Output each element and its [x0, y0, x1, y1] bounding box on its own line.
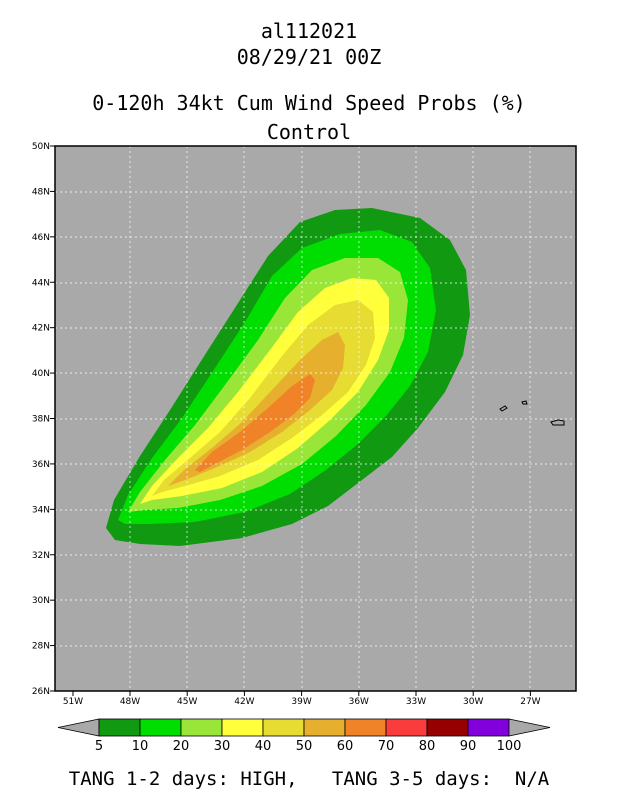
colorbar-swatch — [139, 718, 182, 737]
colorbar-swatch — [180, 718, 223, 737]
colorbar: 5 10 20 30 40 50 60 70 80 90 100 — [57, 718, 551, 754]
colorbar-tick-label: 20 — [173, 739, 190, 754]
colorbar-tick-label: 90 — [460, 739, 477, 754]
lon-label: 33W — [406, 697, 426, 707]
lat-label: 36N — [32, 460, 50, 470]
lon-label: 51W — [63, 697, 83, 707]
lat-label: 42N — [32, 324, 50, 334]
lon-label: 27W — [520, 697, 540, 707]
colorbar-tick-label: 70 — [378, 739, 395, 754]
colorbar-tick-label: 40 — [255, 739, 272, 754]
lat-label: 38N — [32, 415, 50, 425]
probability-contours — [106, 208, 470, 546]
colorbar-tick-label: 30 — [214, 739, 231, 754]
lat-label: 32N — [32, 551, 50, 561]
lat-labels: 50N 48N 46N 44N 42N 40N 38N 36N 34N 32N 30N 28N 26N — [32, 142, 55, 697]
colorbar-tick-label: 80 — [419, 739, 436, 754]
colorbar-tick-label: 5 — [95, 739, 103, 754]
lon-label: 30W — [463, 697, 483, 707]
lon-label: 48W — [120, 697, 140, 707]
contour-50 — [168, 332, 345, 486]
colorbar-swatch — [426, 718, 469, 737]
storm-id-title: al112021 — [260, 19, 358, 43]
colorbar-tick-label: 50 — [296, 739, 313, 754]
lon-label: 39W — [291, 697, 311, 707]
colorbar-tick-label: 10 — [132, 739, 149, 754]
lat-label: 50N — [32, 142, 50, 152]
colorbar-swatch — [262, 718, 305, 737]
colorbar-swatch — [98, 718, 141, 737]
lon-label: 42W — [234, 697, 254, 707]
colorbar-swatch — [344, 718, 387, 737]
lon-label: 45W — [177, 697, 197, 707]
island-graciosa — [521, 400, 528, 405]
colorbar-tick-label: 100 — [497, 739, 522, 754]
colorbar-extend-left — [57, 718, 100, 737]
azores-islands — [499, 400, 565, 426]
lat-label: 44N — [32, 278, 50, 288]
colorbar-swatch — [385, 718, 428, 737]
lon-label: 36W — [349, 697, 369, 707]
lat-label: 48N — [32, 187, 50, 197]
grid-lines — [55, 146, 576, 691]
lat-label: 26N — [32, 687, 50, 697]
run-title: Control — [266, 120, 352, 144]
lat-label: 28N — [32, 642, 50, 652]
lat-label: 40N — [32, 369, 50, 379]
island-sao-miguel — [550, 419, 565, 426]
lat-label: 34N — [32, 505, 50, 515]
colorbar-swatch — [467, 718, 510, 737]
product-title: 0-120h 34kt Cum Wind Speed Probs (%) — [92, 91, 526, 115]
tang-footer: TANG 1-2 days: HIGH, TANG 3-5 days: N/A — [68, 768, 550, 790]
colorbar-swatch — [221, 718, 264, 737]
colorbar-extend-right — [508, 718, 551, 737]
lat-label: 30N — [32, 596, 50, 606]
lat-label: 46N — [32, 233, 50, 243]
lon-labels: 51W 48W 45W 42W 39W 36W 33W 30W 27W — [63, 691, 541, 707]
colorbar-swatch — [303, 718, 346, 737]
contour-60 — [195, 374, 315, 472]
datetime-title: 08/29/21 00Z — [236, 45, 382, 69]
island-flores — [499, 405, 508, 412]
colorbar-tick-label: 60 — [337, 739, 354, 754]
